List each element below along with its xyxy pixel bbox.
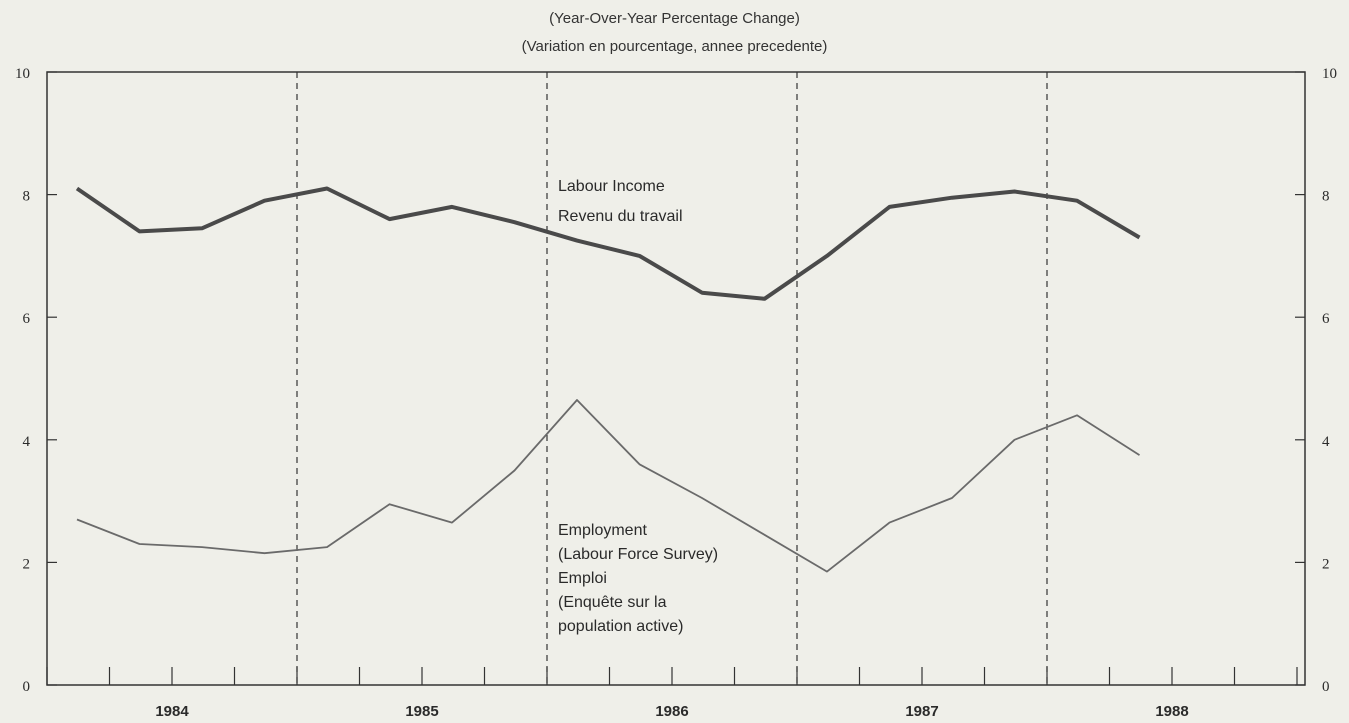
x-tick-label: 1984: [155, 703, 189, 720]
y-axis-ticks: 0 0 2 2 4 4 6 6 8 8 10 10: [15, 66, 1337, 695]
annotations: Labour Income Revenu du travail Employment…: [558, 178, 718, 635]
x-tick-label: 1985: [405, 703, 438, 720]
y-tick-label-left: 2: [23, 556, 31, 572]
labour-income-annotation: Labour Income: [558, 178, 665, 195]
chart-subtitle-english: (Year-Over-Year Percentage Change): [549, 10, 800, 27]
employment-annotation: Employment: [558, 522, 647, 539]
plot-frame: [46, 71, 1306, 686]
year-dividers: [296, 72, 1048, 685]
x-tick-label: 1987: [905, 703, 938, 720]
y-tick-label-right: 8: [1322, 189, 1330, 205]
y-tick-label-left: 4: [23, 434, 31, 450]
employment-annotation: Emploi: [558, 570, 607, 587]
y-tick-label-right: 6: [1322, 311, 1330, 327]
labour-income-line: [75, 186, 1141, 301]
y-tick-label-right: 4: [1322, 434, 1330, 450]
y-tick-label-right: 10: [1322, 66, 1337, 82]
y-tick-label-right: 0: [1322, 679, 1330, 695]
chart-subtitle-french: (Variation en pourcentage, annee precede…: [521, 38, 828, 55]
x-tick-label: 1986: [655, 703, 688, 720]
y-tick-label-left: 0: [23, 679, 31, 695]
y-tick-label-right: 2: [1322, 556, 1330, 572]
labour-income-annotation: Revenu du travail: [558, 208, 683, 225]
employment-annotation: (Labour Force Survey): [558, 546, 718, 563]
y-tick-label-left: 10: [15, 66, 30, 82]
x-axis-ticks: 1984 1985 1986 1987 1988: [46, 667, 1298, 720]
employment-annotation: (Enquête sur la: [558, 594, 667, 611]
y-tick-label-left: 8: [23, 189, 31, 205]
employment-annotation: population active): [558, 618, 683, 635]
y-tick-label-left: 6: [23, 311, 31, 327]
series-lines: [75, 186, 1141, 573]
x-tick-label: 1988: [1155, 703, 1188, 720]
employment-line: [76, 399, 1140, 573]
